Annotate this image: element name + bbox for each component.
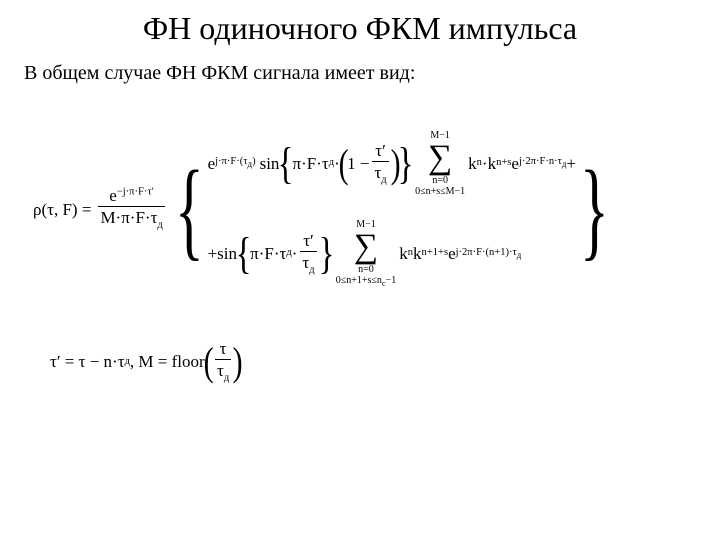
l2-sin-brace-r: } xyxy=(318,236,334,271)
l1-one: 1 − xyxy=(347,155,369,172)
slide-title: ФН одиночного ФКМ импульса xyxy=(0,10,720,47)
l2-sin-arg-a: π·F·τ xyxy=(250,245,286,262)
l2-sin: sin xyxy=(217,245,237,262)
l2-k2-sub: n+1+s xyxy=(422,248,449,259)
l1-e2-sup: j·2π·F·n·τ xyxy=(519,156,562,167)
l2-sum-bot1: n=0 xyxy=(358,264,374,275)
aux-frac-num: τ xyxy=(218,340,229,359)
equation-body: ej·π·F·(τд) sin { π·F·τд · ( 1 − τ′ τд )… xyxy=(208,130,576,288)
l2-e-sup-sub: д xyxy=(517,250,522,260)
l1-sum-bot1: n=0 xyxy=(432,175,448,186)
l1-e2-base: e xyxy=(511,155,519,172)
aux-frac: τ τд xyxy=(215,340,231,384)
rho-lhs: ρ(τ, F) = xyxy=(32,201,92,218)
l1-paren-l: ( xyxy=(338,147,348,181)
main-equation: ρ(τ, F) = e−j·π·F·τ′ M·π·F·τд { ej·π·F·(… xyxy=(32,130,692,288)
l1-frac-num: τ′ xyxy=(373,142,388,161)
l2-sum-bot2-tail: −1 xyxy=(386,275,397,286)
l1-e-sup: j·π·F·(τ xyxy=(215,156,247,167)
aux-paren-l: ( xyxy=(203,345,213,379)
l2-e-sup: j·2π·F·(n+1)·τ xyxy=(456,247,517,258)
l2-sum: M−1 ∑ n=0 0≤n+1+s≤nc−1 xyxy=(336,219,397,288)
l2-sum-bot2: 0≤n+1+s≤n xyxy=(336,275,382,286)
equation-line-2: + sin { π·F·τ д · τ′ τд } M−1 ∑ n=0 0≤n+1… xyxy=(208,219,576,288)
l1-k1: k xyxy=(468,155,477,172)
l2-frac-num: τ′ xyxy=(301,232,316,251)
sigma-icon: ∑ xyxy=(428,141,452,175)
aux-comma: , M = floor xyxy=(130,353,205,370)
prefactor-num-base: e xyxy=(109,186,117,205)
prefactor-den: M·π·F·τ xyxy=(100,208,157,227)
l1-sum-bot2: 0≤n+s≤M−1 xyxy=(415,186,465,197)
l1-inner-frac: τ′ τд xyxy=(372,142,388,186)
slide-subtitle: В общем случае ФН ФКМ сигнала имеет вид: xyxy=(24,62,415,85)
l1-frac-den-sub: д xyxy=(381,174,386,185)
aux-tauprime: τ′ = τ − n·τ xyxy=(50,353,125,370)
l1-e-sup-tail: ) xyxy=(252,156,256,167)
l2-inner-frac: τ′ τд xyxy=(300,232,316,276)
aux-equation: τ′ = τ − n·τ д , M = floor ( τ τд ) xyxy=(50,340,242,384)
l1-dot: ·k xyxy=(482,155,496,172)
l1-k2-sub: n+s xyxy=(496,158,511,169)
equation-line-1: ej·π·F·(τд) sin { π·F·τд · ( 1 − τ′ τд )… xyxy=(208,130,576,197)
big-brace-left: { xyxy=(175,168,204,251)
l2-k1: k xyxy=(399,245,408,262)
l1-sin: sin xyxy=(260,155,280,172)
prefactor-num-exp: −j·π·F·τ′ xyxy=(117,187,154,198)
aux-frac-den: τ xyxy=(217,361,224,380)
l1-sin-brace-r: } xyxy=(398,146,414,181)
prefactor-fraction: e−j·π·F·τ′ M·π·F·τд xyxy=(98,187,164,231)
l1-sin-brace-l: { xyxy=(278,146,294,181)
l2-plus-lead: + xyxy=(208,245,218,262)
l1-sum: M−1 ∑ n=0 0≤n+s≤M−1 xyxy=(415,130,465,197)
prefactor-den-sub: д xyxy=(157,220,162,231)
l2-sin-brace-l: { xyxy=(236,236,252,271)
l2-e-base: e xyxy=(448,245,456,262)
l2-sin-arg-b: · xyxy=(292,245,298,262)
aux-frac-den-sub: д xyxy=(224,372,229,383)
l1-plus: + xyxy=(566,155,576,172)
l2-k2: k xyxy=(413,245,422,262)
sigma-icon: ∑ xyxy=(354,230,378,264)
l1-sin-arg-a: π·F·τ xyxy=(293,155,329,172)
big-brace-right: } xyxy=(580,168,609,251)
aux-paren-r: ) xyxy=(233,345,243,379)
l2-frac-den-sub: д xyxy=(309,264,314,275)
l1-e-base: e xyxy=(208,155,216,172)
